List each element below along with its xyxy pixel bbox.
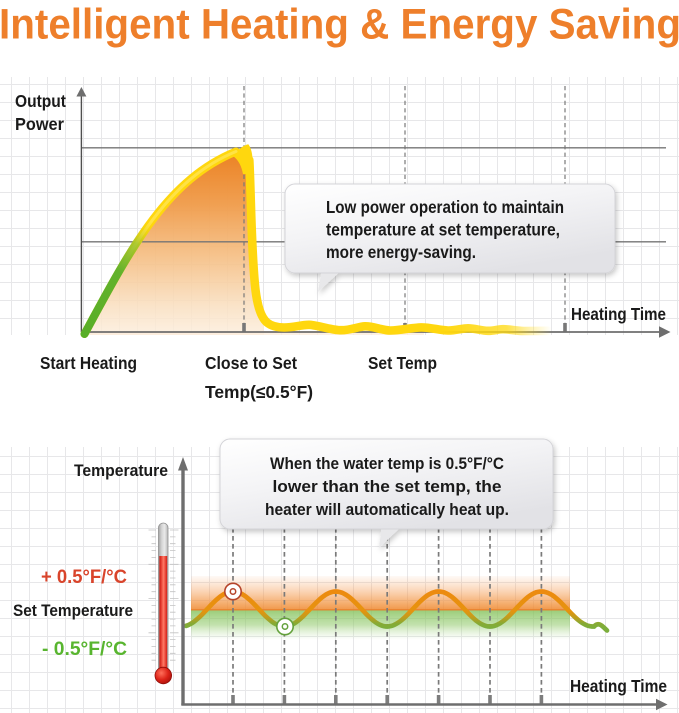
svg-text:Heating Time: Heating Time (571, 304, 666, 324)
svg-text:heater will automatically heat: heater will automatically heat up. (265, 501, 509, 519)
svg-text:Close to Set: Close to Set (205, 353, 297, 373)
svg-text:- 0.5°F/°C: - 0.5°F/°C (42, 638, 127, 660)
svg-text:Output: Output (15, 91, 66, 111)
svg-text:Temp(≤0.5°F): Temp(≤0.5°F) (205, 382, 313, 402)
svg-text:lower than the set temp, the: lower than the set temp, the (273, 478, 502, 496)
svg-text:Temperature: Temperature (74, 462, 168, 480)
svg-text:Intelligent Heating & Energy S: Intelligent Heating & Energy Saving (0, 1, 679, 49)
svg-text:temperature at set temperature: temperature at set temperature, (326, 220, 560, 240)
svg-text:Power: Power (15, 114, 64, 134)
svg-text:Set Temperature: Set Temperature (13, 602, 133, 620)
svg-text:Low power operation to maintai: Low power operation to maintain (326, 197, 564, 217)
svg-text:When the water temp is 0.5°F/°: When the water temp is 0.5°F/°C (270, 455, 504, 473)
svg-text:more energy-saving.: more energy-saving. (326, 242, 476, 262)
svg-text:Set Temp: Set Temp (368, 353, 437, 373)
svg-text:Heating Time: Heating Time (570, 676, 667, 696)
svg-text:Start Heating: Start Heating (40, 353, 137, 373)
svg-text:+ 0.5°F/°C: + 0.5°F/°C (41, 566, 127, 588)
